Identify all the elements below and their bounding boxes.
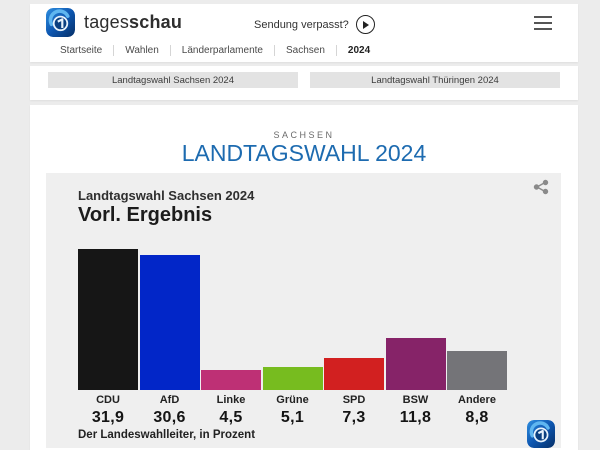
bar-value-bsw: 11,8 [399, 409, 432, 426]
breadcrumb-item-laenderparlamente[interactable]: Länderparlamente [169, 45, 263, 56]
bar-label-grüne: Grüne [276, 394, 309, 406]
bar-label-afd: AfD [159, 394, 180, 406]
brand-wordmark-bold: schau [129, 12, 183, 32]
bar-value-cdu: 31,9 [91, 409, 125, 426]
bar-value-andere: 8,8 [465, 409, 489, 426]
play-circle-icon[interactable] [355, 15, 375, 34]
breadcrumb: Startseite Wahlen Länderparlamente Sachs… [60, 45, 370, 56]
breadcrumb-item-sachsen[interactable]: Sachsen [273, 45, 325, 56]
chart-subtitle: Vorl. Ergebnis [78, 204, 213, 226]
chart-source: Der Landeswahlleiter, in Prozent [78, 429, 256, 441]
region-eyebrow: SACHSEN [273, 130, 335, 140]
bar-value-spd: 7,3 [342, 409, 366, 426]
quicklink-landtagswahl-sachsen[interactable]: Landtagswahl Sachsen 2024 [48, 72, 298, 88]
bar-column-bsw: BSW 11,8 [385, 249, 446, 427]
bar-column-spd: SPD 7,3 [324, 249, 384, 427]
bar-andere [447, 351, 507, 390]
brand-wordmark-regular: tages [84, 12, 130, 32]
bar-spd [324, 358, 384, 390]
breadcrumb-item-2024[interactable]: 2024 [335, 45, 370, 56]
bar-afd [139, 255, 200, 390]
share-icon[interactable] [533, 179, 549, 195]
bar-value-linke: 4,5 [219, 409, 243, 426]
chart-title: Landtagswahl Sachsen 2024 [78, 188, 255, 203]
missed-broadcast-link[interactable]: Sendung verpasst? [254, 15, 375, 34]
main-content: SACHSEN LANDTAGSWAHL 2024 Landtagswahl S… [30, 105, 578, 450]
brand-wordmark: tagesschau [84, 12, 182, 33]
site-header: tagesschau Sendung verpasst? Startseite … [30, 4, 578, 62]
election-quicklinks-bar: Landtagswahl Sachsen 2024 Landtagswahl T… [30, 66, 578, 100]
bar-column-afd: AfD 30,6 [139, 249, 200, 427]
page-title: LANDTAGSWAHL 2024 [181, 140, 427, 166]
bar-label-bsw: BSW [402, 394, 429, 406]
bar-cdu [78, 249, 138, 390]
missed-broadcast-label: Sendung verpasst? [254, 18, 349, 31]
bar-label-cdu: CDU [96, 394, 120, 406]
hamburger-menu-icon[interactable] [534, 16, 552, 34]
bar-column-cdu: CDU 31,9 [78, 249, 138, 427]
bar-label-andere: Andere [458, 394, 496, 406]
election-result-chart: Landtagswahl Sachsen 2024 Vorl. Ergebnis… [46, 173, 561, 448]
bar-grüne [262, 367, 323, 390]
bar-value-afd: 30,6 [153, 409, 186, 426]
tagesschau-logo-icon [46, 8, 75, 37]
bar-chart-columns: CDU 31,9 AfD 30,6 Linke 4,5 Grüne 5,1 SPD 7,3 BSW 1… [78, 249, 507, 427]
bar-column-linke: Linke 4,5 [201, 249, 261, 427]
bar-column-andere: Andere 8,8 [447, 249, 507, 427]
bar-label-linke: Linke [216, 394, 246, 406]
breadcrumb-item-wahlen[interactable]: Wahlen [113, 45, 159, 56]
bar-column-grüne: Grüne 5,1 [262, 249, 323, 427]
brand-home-link[interactable]: tagesschau [46, 8, 182, 37]
quicklink-landtagswahl-thueringen[interactable]: Landtagswahl Thüringen 2024 [310, 72, 560, 88]
bar-label-spd: SPD [342, 394, 366, 406]
breadcrumb-item-startseite[interactable]: Startseite [60, 45, 103, 56]
chart-watermark-tagesschau-logo-icon [527, 420, 555, 448]
bar-linke [201, 370, 261, 390]
bar-bsw [385, 338, 446, 390]
bar-value-grüne: 5,1 [280, 409, 305, 426]
